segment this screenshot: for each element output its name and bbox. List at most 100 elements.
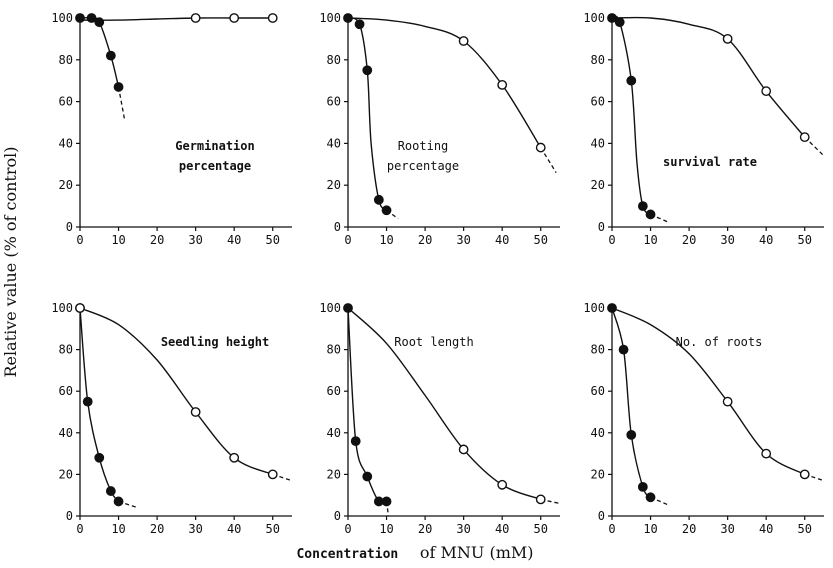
data-point-filled: [113, 496, 124, 507]
y-tick-label: 0: [598, 220, 605, 234]
y-tick-label: 0: [598, 509, 605, 523]
data-point-open: [267, 469, 278, 480]
data-point-open: [458, 36, 469, 46]
data-point-open: [761, 86, 772, 97]
panel-title-line: Seedling height: [161, 335, 269, 349]
y-tick-label: 40: [591, 426, 605, 440]
panel-title-line: No. of roots: [676, 335, 763, 349]
x-axis-label-part2: of MNU (mM): [420, 543, 534, 562]
y-tick-label: 100: [51, 301, 73, 315]
data-point-open: [799, 469, 810, 480]
x-axis-label-part1: Concentration: [296, 547, 398, 562]
data-point-open: [229, 452, 240, 463]
x-tick-label: 20: [150, 233, 164, 247]
x-tick-label: 0: [344, 522, 351, 536]
x-tick-label: 30: [720, 522, 734, 536]
data-point-filled: [373, 194, 384, 205]
y-tick-label: 100: [51, 11, 73, 25]
x-tick-label: 50: [266, 522, 280, 536]
x-tick-label: 10: [111, 522, 125, 536]
data-point-filled: [362, 65, 373, 76]
y-tick-label: 0: [334, 509, 341, 523]
data-point-filled: [381, 496, 392, 507]
x-tick-label: 30: [188, 522, 202, 536]
x-tick-label: 20: [418, 522, 432, 536]
y-tick-label: 40: [327, 136, 341, 150]
data-point-filled: [614, 17, 625, 28]
panel-title-root-length: Root length: [394, 335, 473, 349]
data-point-open: [722, 396, 733, 407]
series-extrapolation-open: [540, 147, 557, 174]
x-tick-label: 50: [266, 233, 280, 247]
panel-title-line: Germination: [175, 139, 254, 153]
series-line-open: [611, 16, 806, 138]
series-extrapolation-filled: [117, 86, 125, 119]
x-tick-label: 50: [534, 522, 548, 536]
data-point-filled: [637, 481, 648, 492]
x-tick-label: 20: [150, 522, 164, 536]
y-tick-label: 100: [583, 301, 605, 315]
x-tick-label: 40: [495, 522, 509, 536]
x-tick-label: 20: [682, 233, 696, 247]
y-tick-label: 40: [59, 426, 73, 440]
panel-title-rooting-percentage: Rooting percentage: [387, 139, 459, 173]
y-tick-label: 20: [59, 467, 73, 481]
data-point-filled: [82, 396, 93, 407]
y-tick-label: 80: [59, 53, 73, 67]
panel-title-line: percentage: [387, 159, 459, 173]
data-point-filled: [637, 201, 648, 212]
x-tick-label: 30: [188, 233, 202, 247]
panel-title-line: survival rate: [663, 155, 757, 169]
panel-seedling-height: 0 10 20 30 40 50 0 20 40 60 80 100 Seedling height: [51, 301, 293, 536]
y-tick-label: 80: [591, 53, 605, 67]
series-line-filled: [611, 307, 652, 498]
data-point-open: [535, 142, 546, 153]
y-tick-label: 0: [66, 220, 73, 234]
y-tick-label: 80: [327, 343, 341, 357]
y-tick-label: 100: [319, 301, 341, 315]
data-point-open: [535, 494, 546, 505]
data-point-filled: [645, 209, 656, 220]
panel-title-line: percentage: [179, 159, 251, 173]
y-tick-label: 80: [327, 53, 341, 67]
x-tick-label: 20: [418, 233, 432, 247]
y-tick-label: 60: [59, 95, 73, 109]
x-tick-label: 10: [643, 522, 657, 536]
y-axis-label: Relative value (% of control): [1, 146, 20, 377]
x-tick-label: 50: [798, 233, 812, 247]
y-tick-label: 60: [591, 384, 605, 398]
data-point-filled: [618, 344, 629, 355]
series-line-open: [347, 17, 542, 148]
y-tick-label: 60: [591, 95, 605, 109]
y-tick-label: 80: [591, 343, 605, 357]
series-line-open: [611, 307, 806, 476]
panel-survival-rate: 0 10 20 30 40 50 0 20 40 60 80 100 survival rate: [583, 11, 825, 247]
x-tick-label: 50: [798, 522, 812, 536]
data-point-open: [190, 13, 201, 23]
panel-title-line: Root length: [394, 335, 473, 349]
panel-title-line: Rooting: [398, 139, 449, 153]
x-tick-label: 50: [534, 233, 548, 247]
panel-title-germination-percentage: Germination percentage: [175, 139, 254, 173]
y-tick-label: 20: [591, 467, 605, 481]
data-point-filled: [381, 205, 392, 216]
data-point-filled: [113, 82, 124, 92]
x-tick-label: 10: [379, 522, 393, 536]
data-point-open: [497, 479, 508, 490]
x-tick-label: 30: [720, 233, 734, 247]
data-point-open: [761, 448, 772, 459]
x-tick-label: 10: [111, 233, 125, 247]
series-line-open: [79, 307, 273, 476]
x-tick-label: 0: [608, 233, 615, 247]
panel-root-length: 0 10 20 30 40 50 0 20 40 60 80 100 Root length: [319, 301, 561, 536]
panel-title-no-of-roots: No. of roots: [676, 335, 763, 349]
y-tick-label: 80: [59, 343, 73, 357]
series-line-open: [79, 17, 273, 21]
data-point-filled: [94, 452, 105, 463]
x-tick-label: 20: [682, 522, 696, 536]
x-tick-label: 40: [227, 233, 241, 247]
x-tick-label: 30: [456, 522, 470, 536]
x-tick-label: 30: [456, 233, 470, 247]
series-line-filled: [611, 15, 652, 216]
